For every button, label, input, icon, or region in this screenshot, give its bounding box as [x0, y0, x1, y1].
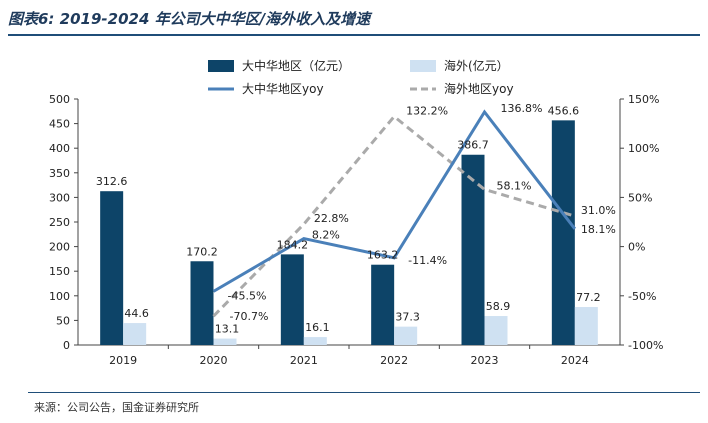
greater-china-yoy-label: -45.5% [228, 289, 267, 302]
overseas-yoy-label: 22.8% [314, 212, 349, 225]
greater-china-value-label: 386.7 [457, 139, 489, 152]
legend-label: 大中华地区yoy [242, 81, 324, 96]
right-tick-label: 100% [628, 142, 659, 155]
overseas-value-label: 16.1 [305, 321, 330, 334]
left-tick-label: 250 [49, 216, 70, 229]
greater-china-value-label: 163.2 [367, 249, 399, 262]
source-note: 来源：公司公告，国金证券研究所 [34, 401, 199, 414]
greater-china-value-label: 170.2 [186, 245, 218, 258]
legend-swatch [208, 60, 234, 72]
title-rule [8, 34, 700, 36]
left-tick-label: 100 [49, 290, 70, 303]
greater-china-bar [190, 261, 214, 345]
x-tick-label: 2022 [380, 354, 408, 367]
left-tick-label: 0 [63, 339, 70, 352]
overseas-bar [484, 316, 508, 345]
right-tick-label: -50% [628, 290, 656, 303]
left-tick-label: 300 [49, 191, 70, 204]
overseas-yoy-label: 132.2% [406, 105, 448, 118]
x-tick-label: 2023 [471, 354, 499, 367]
right-tick-label: -100% [628, 339, 663, 352]
greater-china-value-label: 456.6 [548, 104, 580, 117]
x-tick-label: 2020 [200, 354, 228, 367]
legend-label: 大中华地区（亿元） [242, 58, 350, 73]
greater-china-yoy-label: 8.2% [312, 229, 340, 242]
left-tick-label: 450 [49, 118, 70, 131]
overseas-bar [394, 326, 418, 345]
x-tick-label: 2021 [290, 354, 318, 367]
overseas-value-label: 13.1 [215, 323, 240, 336]
greater-china-bar [280, 254, 304, 345]
greater-china-bar [551, 120, 575, 345]
overseas-bar [123, 323, 147, 345]
overseas-value-label: 58.9 [486, 300, 511, 313]
greater-china-value-label: 312.6 [96, 175, 128, 188]
overseas-bar [213, 338, 237, 345]
revenue-growth-chart: 0 50 100 150 200 250 300 350 400 450 500 -100% -50% 0… [49, 58, 663, 367]
greater-china-bar [371, 264, 395, 345]
overseas-value-label: 77.2 [576, 291, 601, 304]
overseas-bar [303, 337, 327, 345]
left-tick-label: 50 [56, 314, 70, 327]
left-tick-label: 350 [49, 167, 70, 180]
greater-china-yoy-label: 18.1% [581, 223, 616, 236]
overseas-yoy-label: 31.0% [581, 204, 616, 217]
greater-china-bar [100, 191, 124, 345]
right-tick-label: 50% [628, 191, 652, 204]
greater-china-yoy-label: 136.8% [501, 102, 543, 115]
left-tick-label: 400 [49, 142, 70, 155]
legend-label: 海外地区yoy [444, 81, 514, 96]
x-tick-label: 2019 [109, 354, 137, 367]
legend-swatch [410, 60, 436, 72]
right-tick-label: 0% [628, 241, 645, 254]
x-tick-label: 2024 [561, 354, 589, 367]
right-tick-label: 150% [628, 93, 659, 106]
left-tick-label: 500 [49, 93, 70, 106]
overseas-yoy-label: -70.7% [230, 310, 269, 323]
overseas-yoy-label: 58.1% [497, 179, 532, 192]
overseas-bar [574, 307, 598, 345]
greater-china-yoy-line [212, 109, 577, 293]
left-tick-label: 200 [49, 241, 70, 254]
greater-china-bar [461, 154, 485, 345]
source-rule [28, 392, 700, 393]
legend-label: 海外(亿元） [444, 58, 509, 73]
greater-china-yoy-label: -11.4% [408, 254, 447, 267]
greater-china-value-label: 184.2 [277, 238, 309, 251]
overseas-value-label: 37.3 [395, 311, 420, 324]
left-tick-label: 150 [49, 265, 70, 278]
overseas-value-label: 44.6 [124, 307, 149, 320]
chart-title: 图表6: 2019-2024 年公司大中华区/海外收入及增速 [8, 10, 371, 28]
